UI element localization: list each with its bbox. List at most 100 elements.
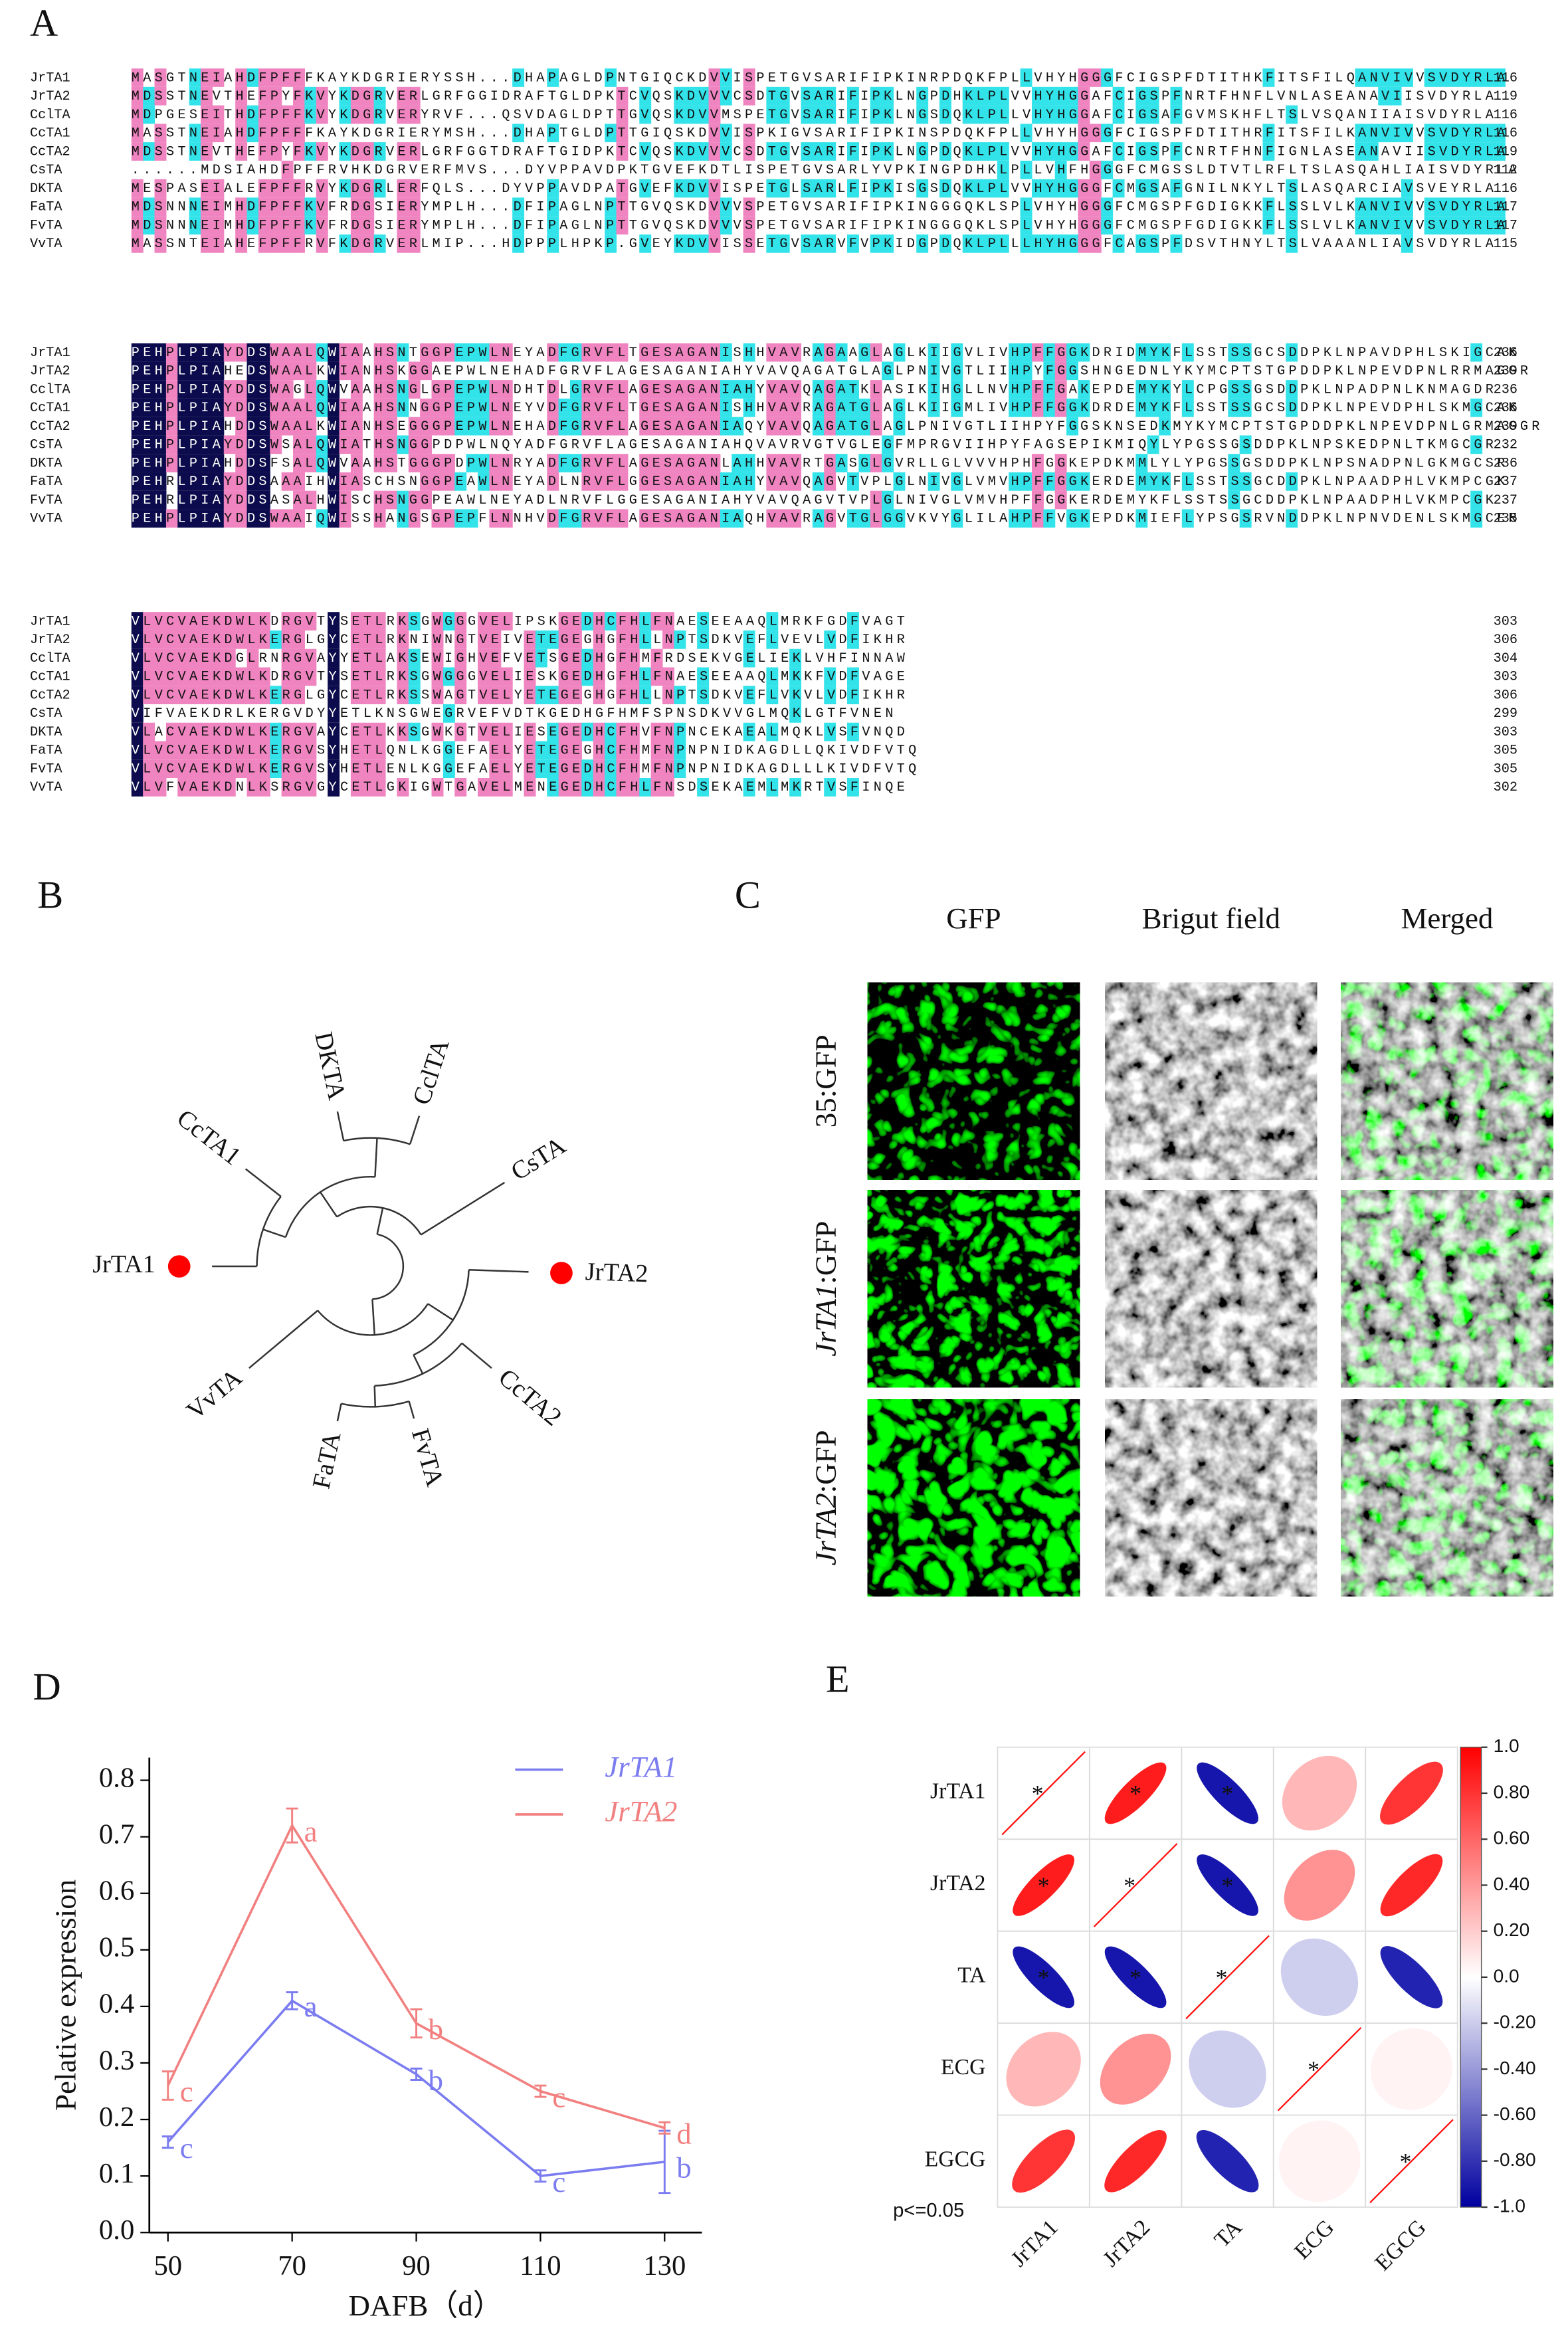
legend-label: JrTA2 (605, 1795, 677, 1828)
residue-highlight (697, 686, 710, 704)
colorbar-tick-label: -0.20 (1494, 2012, 1536, 2032)
residue-highlight (627, 612, 640, 631)
residue-highlight (143, 197, 155, 217)
residue-highlight (489, 778, 502, 797)
residue-highlight (846, 234, 859, 253)
significance-letter: a (304, 1990, 318, 2023)
residue-highlight (328, 490, 340, 510)
residue-highlight (281, 741, 294, 760)
residue-highlight (1020, 160, 1032, 179)
residue-highlight (350, 612, 363, 631)
row-label-gene: JrTA2 (809, 1493, 842, 1565)
residue-highlight (939, 142, 951, 161)
residue-highlight (1239, 472, 1252, 491)
residue-highlight (997, 86, 1009, 106)
residue-highlight (1181, 398, 1194, 417)
residue-highlight (662, 667, 674, 686)
residue-highlight (650, 612, 663, 631)
residue-highlight (743, 216, 755, 235)
residue-highlight (650, 454, 663, 472)
residue-highlight (846, 472, 859, 491)
residue-highlight (177, 612, 190, 631)
diagonal-line (1093, 1843, 1178, 1927)
residue-highlight (846, 105, 859, 124)
residue-highlight (258, 509, 270, 528)
residue-highlight (997, 179, 1009, 198)
colorbar-tick-label: -0.40 (1494, 2058, 1536, 2078)
residue-highlight (835, 343, 848, 362)
residue-highlight (143, 454, 155, 472)
residue-highlight (189, 417, 201, 436)
residue-highlight (1078, 197, 1090, 217)
residue-highlight (466, 454, 478, 472)
residue-highlight (177, 361, 190, 381)
residue-highlight (547, 179, 559, 198)
sequence-name: DKTA (30, 725, 62, 740)
residue-highlight (304, 667, 317, 686)
residue-highlight (201, 435, 213, 454)
residue-highlight (165, 759, 178, 779)
residue-highlight (339, 179, 351, 198)
residue-highlight (189, 472, 201, 491)
residue-highlight (674, 179, 686, 198)
residue-highlight (882, 435, 894, 454)
panel-label: E (826, 1658, 850, 1701)
residue-highlight (165, 686, 178, 704)
residue-highlight (304, 361, 317, 381)
residue-highlight (570, 343, 582, 362)
residue-highlight (270, 435, 282, 454)
y-tick-label: 0.0 (99, 2214, 134, 2246)
residue-highlight (1078, 398, 1090, 417)
residue-highlight (674, 509, 686, 528)
residue-highlight (189, 722, 201, 741)
residue-highlight (974, 234, 987, 253)
residue-highlight (293, 124, 305, 143)
correlation-ellipse (1284, 1850, 1355, 1921)
residue-highlight (662, 722, 674, 741)
residue-highlight (1378, 197, 1391, 217)
column-label: JrTA1 (1007, 2215, 1063, 2272)
residue-highlight (870, 417, 882, 436)
residue-highlight (547, 380, 559, 399)
residue-highlight (593, 722, 605, 741)
sequence-name: CclTA (30, 651, 71, 666)
residue-highlight (201, 759, 213, 779)
residue-highlight (189, 612, 201, 631)
correlation-ellipse (1013, 1946, 1074, 2008)
sequence-end: 236 (1494, 345, 1518, 361)
residue-highlight (454, 612, 467, 631)
residue-highlight (154, 361, 167, 381)
residue-highlight (1262, 68, 1275, 87)
residue-highlight (373, 630, 386, 649)
residue-highlight (350, 398, 363, 417)
residue-highlight (281, 630, 294, 649)
residue-highlight (824, 417, 836, 436)
sequence-end: 116 (1494, 70, 1518, 86)
residue-highlight (616, 648, 629, 668)
residue-highlight (1401, 234, 1413, 253)
residue-highlight (951, 509, 963, 528)
residue-highlight (235, 509, 248, 528)
error-bar (286, 1807, 298, 1844)
residue-highlight (154, 142, 167, 161)
y-tick-label: 0.2 (99, 2101, 134, 2133)
residue-highlight (201, 686, 213, 704)
residue-highlight (1020, 68, 1032, 87)
residue-highlight (246, 778, 259, 797)
highlight-dot (550, 1262, 573, 1284)
residue-highlight (1389, 124, 1402, 143)
residue-highlight (846, 722, 859, 741)
residue-highlight (212, 68, 225, 87)
residue-highlight (743, 722, 755, 741)
residue-highlight (593, 759, 605, 779)
residue-highlight (373, 722, 386, 741)
residue-highlight (732, 417, 744, 436)
residue-highlight (1262, 142, 1275, 161)
residue-highlight (766, 667, 779, 686)
residue-highlight (316, 197, 328, 217)
residue-highlight (143, 741, 155, 760)
residue-highlight (662, 380, 674, 399)
residue-highlight (1054, 179, 1067, 198)
residue-highlight (616, 472, 629, 491)
residue-highlight (962, 234, 975, 253)
